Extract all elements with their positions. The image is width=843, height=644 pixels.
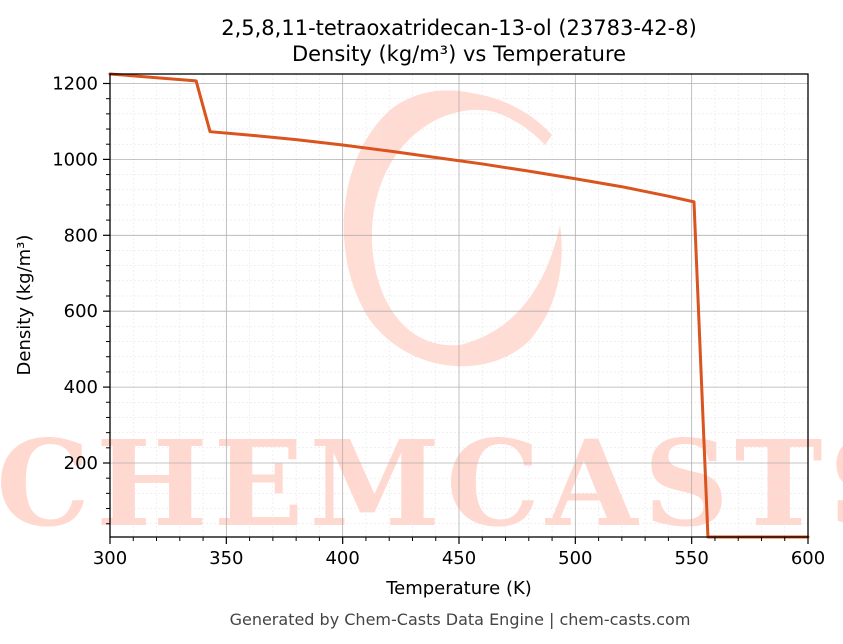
- x-axis-label: Temperature (K): [385, 578, 532, 599]
- density-series-line: [108, 72, 810, 539]
- y-tick-label: 800: [64, 225, 98, 246]
- x-tick-label: 450: [442, 548, 476, 569]
- series-layer: [108, 72, 810, 539]
- chart-title: 2,5,8,11-tetraoxatridecan-13-ol (23783-4…: [221, 16, 697, 40]
- x-axis: 300 350 400 450 500 550 600: [93, 537, 825, 569]
- y-tick-label: 600: [64, 301, 98, 322]
- x-tick-label: 300: [93, 548, 127, 569]
- y-axis: 200 400 600 800 1000 1200: [52, 73, 110, 525]
- x-tick-label: 550: [674, 548, 708, 569]
- x-tick-label: 600: [791, 548, 825, 569]
- footer-credit: Generated by Chem-Casts Data Engine | ch…: [230, 610, 691, 629]
- chart-subtitle: Density (kg/m³) vs Temperature: [292, 42, 626, 66]
- y-tick-label: 1200: [52, 73, 98, 94]
- y-tick-label: 200: [64, 453, 98, 474]
- y-tick-label: 400: [64, 377, 98, 398]
- watermark-logo-icon: [343, 90, 562, 367]
- watermark-text: CHEMCASTS: [0, 414, 843, 553]
- y-tick-label: 1000: [52, 149, 98, 170]
- x-tick-label: 400: [325, 548, 359, 569]
- x-tick-label: 350: [209, 548, 243, 569]
- y-axis-label: Density (kg/m³): [14, 235, 35, 376]
- x-tick-label: 500: [558, 548, 592, 569]
